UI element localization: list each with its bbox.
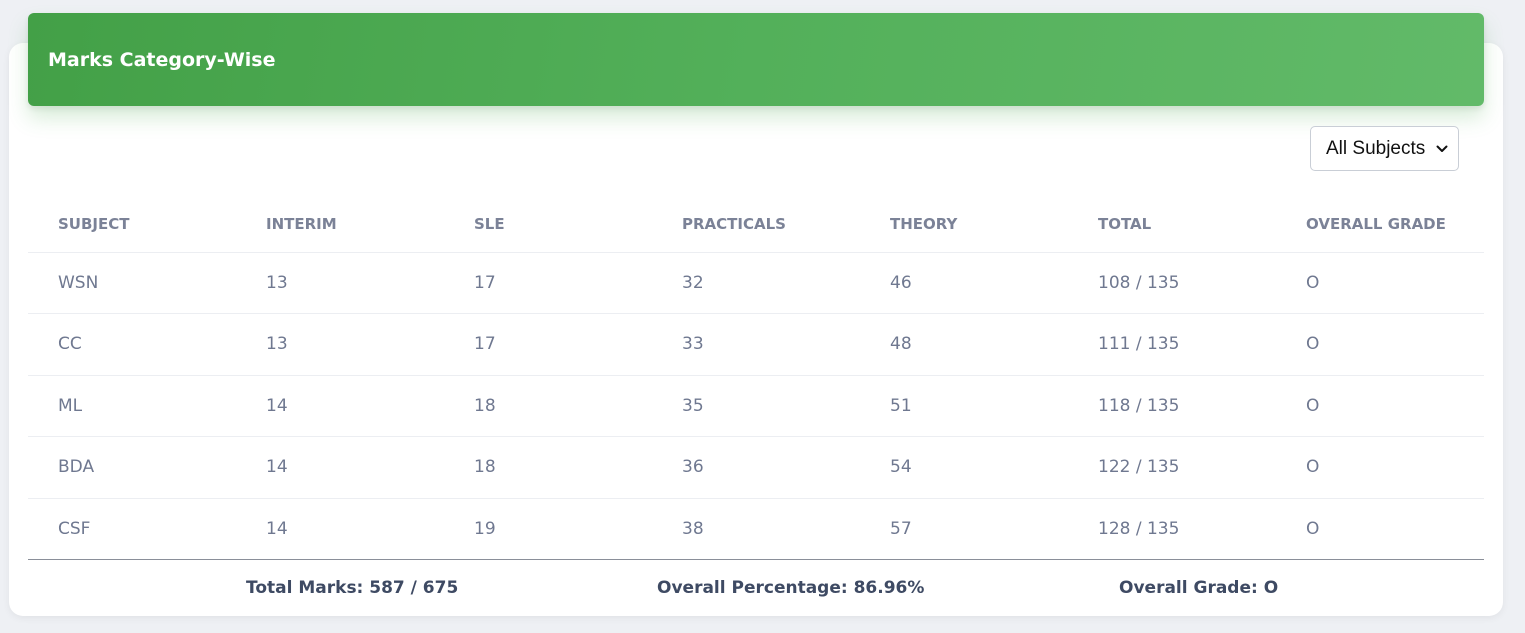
column-header-total[interactable]: TOTAL — [1068, 196, 1276, 253]
table-row: BDA 14 18 36 54 122 / 135 O — [28, 436, 1484, 499]
interim-cell: 14 — [236, 436, 444, 499]
interim-cell: 13 — [236, 252, 444, 314]
theory-cell: 51 — [860, 375, 1068, 437]
theory-cell: 54 — [860, 436, 1068, 499]
table-row: ML 14 18 35 51 118 / 135 O — [28, 375, 1484, 437]
interim-cell: 14 — [266, 519, 288, 539]
practicals-cell: 35 — [652, 375, 860, 437]
theory-cell: 57 — [890, 519, 912, 539]
theory-cell: 46 — [860, 252, 1068, 314]
column-header-interim[interactable]: INTERIM — [236, 196, 444, 253]
overall-percentage-summary: Overall Percentage: 86.96% — [657, 578, 925, 598]
subject-cell: WSN — [28, 252, 236, 314]
practicals-cell: 33 — [652, 313, 860, 376]
footer-divider — [28, 559, 1484, 560]
table-row: WSN 13 17 32 46 108 / 135 O — [28, 252, 1484, 314]
marks-table: SUBJECT INTERIM SLE PRACTICALS THEORY TO… — [28, 196, 1484, 560]
grade-cell: O — [1276, 436, 1484, 499]
total-cell: 128 / 135 — [1098, 519, 1180, 539]
subject-cell: BDA — [28, 436, 236, 499]
grade-cell: O — [1276, 375, 1484, 437]
grade-cell: O — [1306, 519, 1320, 539]
total-cell: 118 / 135 — [1068, 375, 1276, 437]
interim-cell: 13 — [236, 313, 444, 376]
column-header-theory[interactable]: THEORY — [860, 196, 1068, 253]
column-header-subject[interactable]: SUBJECT — [28, 196, 236, 253]
column-header-practicals[interactable]: PRACTICALS — [652, 196, 860, 253]
practicals-cell: 36 — [652, 436, 860, 499]
sle-cell: 19 — [474, 519, 496, 539]
total-cell: 111 / 135 — [1068, 313, 1276, 376]
grade-cell: O — [1276, 252, 1484, 314]
card-header: Marks Category-Wise — [28, 13, 1484, 106]
sle-cell: 17 — [444, 313, 652, 376]
table-row: CSF 14 19 38 57 128 / 135 O — [28, 498, 1484, 560]
subject-cell: ML — [28, 375, 236, 437]
chevron-down-icon — [1436, 145, 1448, 152]
sle-cell: 18 — [444, 375, 652, 437]
overall-grade-summary: Overall Grade: O — [1119, 578, 1279, 598]
sle-cell: 18 — [444, 436, 652, 499]
total-cell: 108 / 135 — [1068, 252, 1276, 314]
practicals-cell: 32 — [652, 252, 860, 314]
table-row: CC 13 17 33 48 111 / 135 O — [28, 313, 1484, 376]
column-header-overall-grade[interactable]: OVERALL GRADE — [1276, 196, 1484, 253]
column-header-sle[interactable]: SLE — [444, 196, 652, 253]
grade-cell: O — [1276, 313, 1484, 376]
page-title: Marks Category-Wise — [48, 48, 276, 71]
subject-filter-select[interactable]: All Subjects — [1310, 126, 1459, 171]
total-marks-summary: Total Marks: 587 / 675 — [246, 578, 459, 598]
total-cell: 122 / 135 — [1068, 436, 1276, 499]
table-header-row: SUBJECT INTERIM SLE PRACTICALS THEORY TO… — [28, 196, 1484, 253]
sle-cell: 17 — [444, 252, 652, 314]
practicals-cell: 38 — [682, 519, 704, 539]
theory-cell: 48 — [860, 313, 1068, 376]
subject-filter-value: All Subjects — [1326, 137, 1426, 159]
subject-cell: CC — [28, 313, 236, 376]
interim-cell: 14 — [236, 375, 444, 437]
subject-cell: CSF — [58, 519, 91, 539]
